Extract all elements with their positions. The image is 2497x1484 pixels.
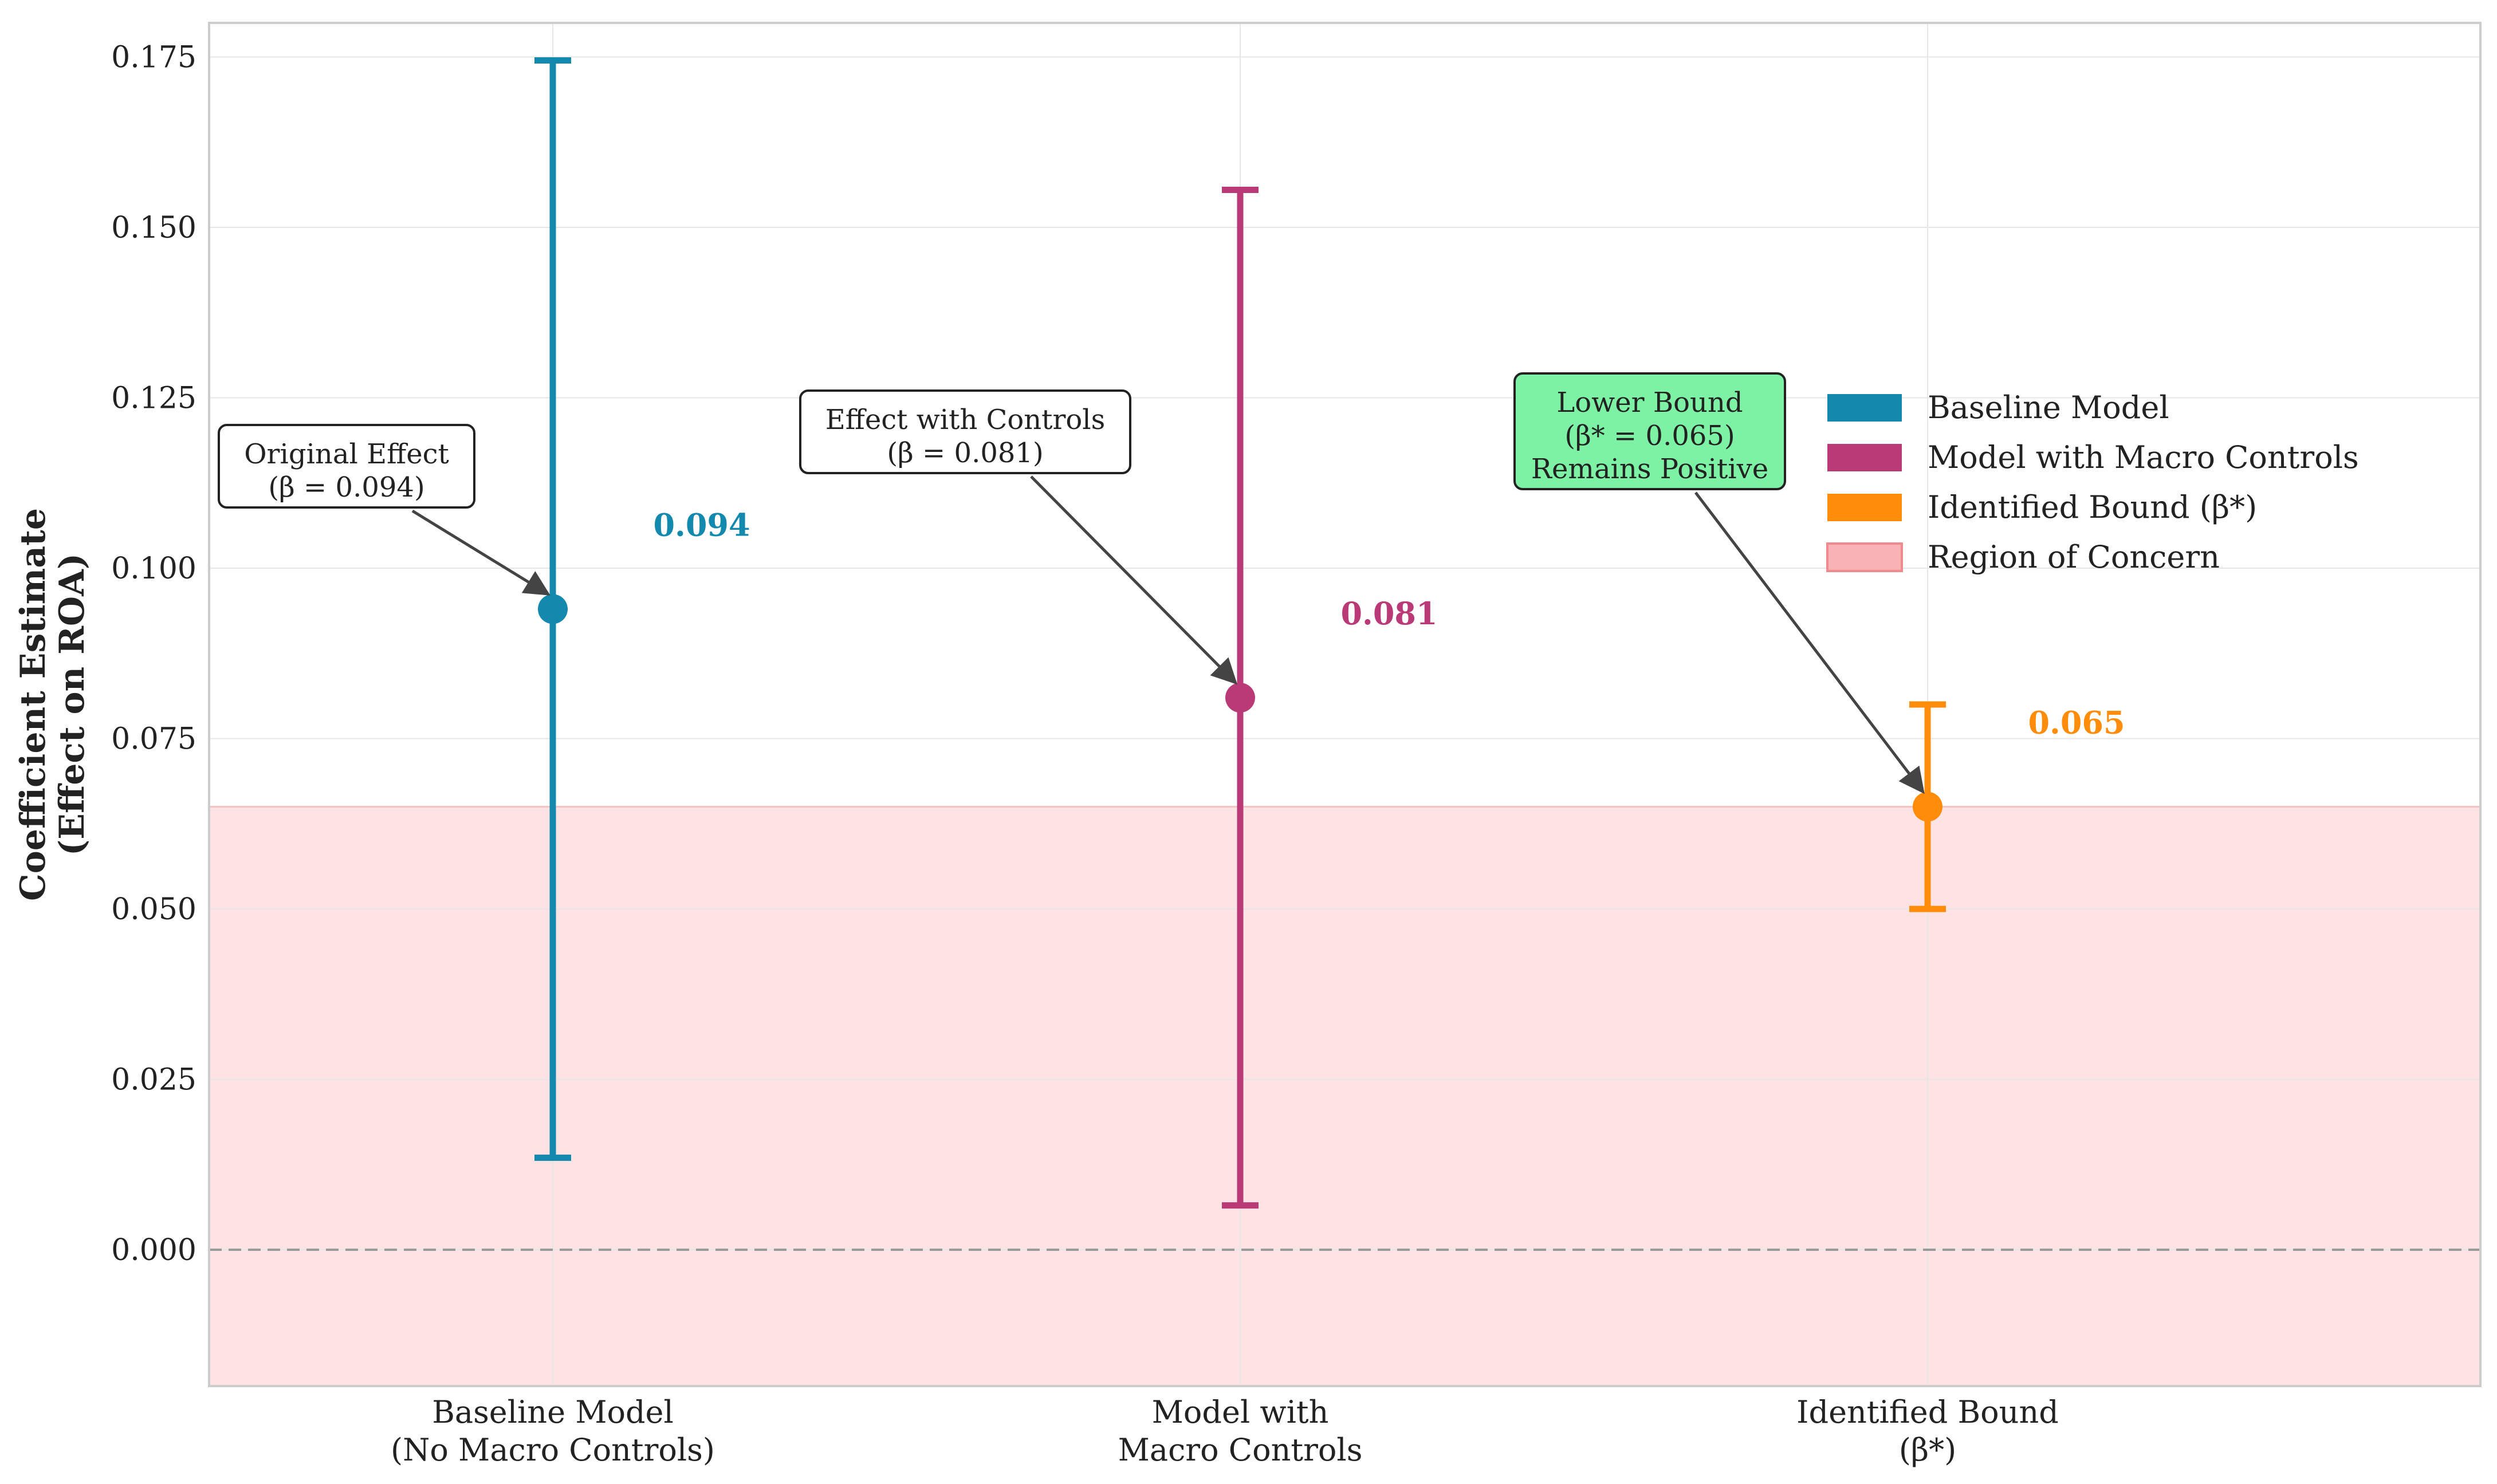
- annotation-text: Lower Bound: [1556, 387, 1743, 419]
- point-estimate: [1913, 792, 1942, 822]
- annotation-box: [218, 424, 475, 509]
- annotation-arrow: [411, 509, 550, 596]
- point-estimate: [1225, 683, 1255, 713]
- y-tick-label: 0.125: [111, 381, 196, 416]
- y-tick-label: 0.025: [111, 1063, 196, 1097]
- value-label: 0.094: [653, 506, 750, 543]
- legend-entry: Region of Concern: [1826, 539, 2220, 575]
- legend-label: Model with Macro Controls: [1928, 439, 2359, 475]
- x-category-label: (β*): [1899, 1432, 1956, 1468]
- annotation: Lower Bound(β* = 0.065)Remains Positive: [1513, 372, 1925, 794]
- point-estimates: [538, 594, 1942, 822]
- annotation: Original Effect(β = 0.094): [218, 424, 550, 596]
- y-tick-label: 0.150: [111, 211, 196, 245]
- region-of-concern: [209, 806, 2480, 1386]
- y-axis-label: Coefficient Estimate(Effect on ROA): [13, 508, 92, 901]
- annotation-text: Effect with Controls: [825, 404, 1106, 436]
- annotation-text: Remains Positive: [1531, 453, 1768, 485]
- x-category-label: (No Macro Controls): [391, 1432, 715, 1468]
- y-tick-label: 0.000: [111, 1233, 196, 1267]
- legend-entry: Model with Macro Controls: [1827, 439, 2359, 475]
- annotation-box: [1513, 372, 1786, 490]
- annotation-text: (β = 0.081): [887, 437, 1043, 469]
- legend-swatch: [1827, 444, 1902, 471]
- annotation-arrow: [1694, 491, 1925, 794]
- x-category-label: Macro Controls: [1118, 1432, 1363, 1468]
- y-tick-label: 0.050: [111, 892, 196, 927]
- legend-label: Baseline Model: [1928, 389, 2169, 426]
- annotation-box: [799, 389, 1131, 474]
- legend-swatch: [1827, 494, 1902, 521]
- annotation-text: Original Effect: [244, 438, 449, 470]
- x-category-label: Model with: [1152, 1394, 1329, 1430]
- legend-swatch: [1826, 542, 1903, 572]
- annotation-text: (β* = 0.065): [1564, 420, 1735, 452]
- legend: Baseline Model Model with Macro Controls I…: [1826, 389, 2359, 575]
- y-axis-label-line: (Effect on ROA): [52, 553, 92, 856]
- legend-swatch: [1827, 394, 1902, 422]
- y-tick-label: 0.100: [111, 552, 196, 586]
- y-tick-label: 0.075: [111, 722, 196, 757]
- axes: 0.000 0.025 0.050 0.075 0.100 0.125 0.150 0.175…: [13, 22, 2482, 1468]
- legend-entry: Baseline Model: [1827, 389, 2169, 426]
- annotation: Effect with Controls(β = 0.081): [799, 389, 1238, 685]
- value-labels: 0.094 0.081 0.065: [653, 506, 2125, 741]
- y-axis-label-line: Coefficient Estimate: [13, 508, 53, 901]
- x-category-label: Baseline Model: [432, 1394, 674, 1430]
- value-label: 0.081: [1340, 595, 1437, 632]
- legend-entry: Identified Bound (β*): [1827, 489, 2257, 525]
- point-estimate: [538, 594, 568, 624]
- annotation-text: (β = 0.094): [268, 471, 424, 503]
- legend-label: Identified Bound (β*): [1928, 489, 2257, 525]
- y-tick-label: 0.175: [111, 41, 196, 75]
- x-category-label: Identified Bound: [1796, 1394, 2059, 1430]
- annotation-arrow: [1030, 475, 1238, 685]
- legend-label: Region of Concern: [1928, 539, 2220, 575]
- plot-frame: [208, 22, 2482, 1387]
- value-label: 0.065: [2028, 704, 2125, 741]
- region-of-concern-layer: [209, 806, 2480, 1386]
- annotations: Original Effect(β = 0.094) Effect with Co…: [218, 372, 1925, 794]
